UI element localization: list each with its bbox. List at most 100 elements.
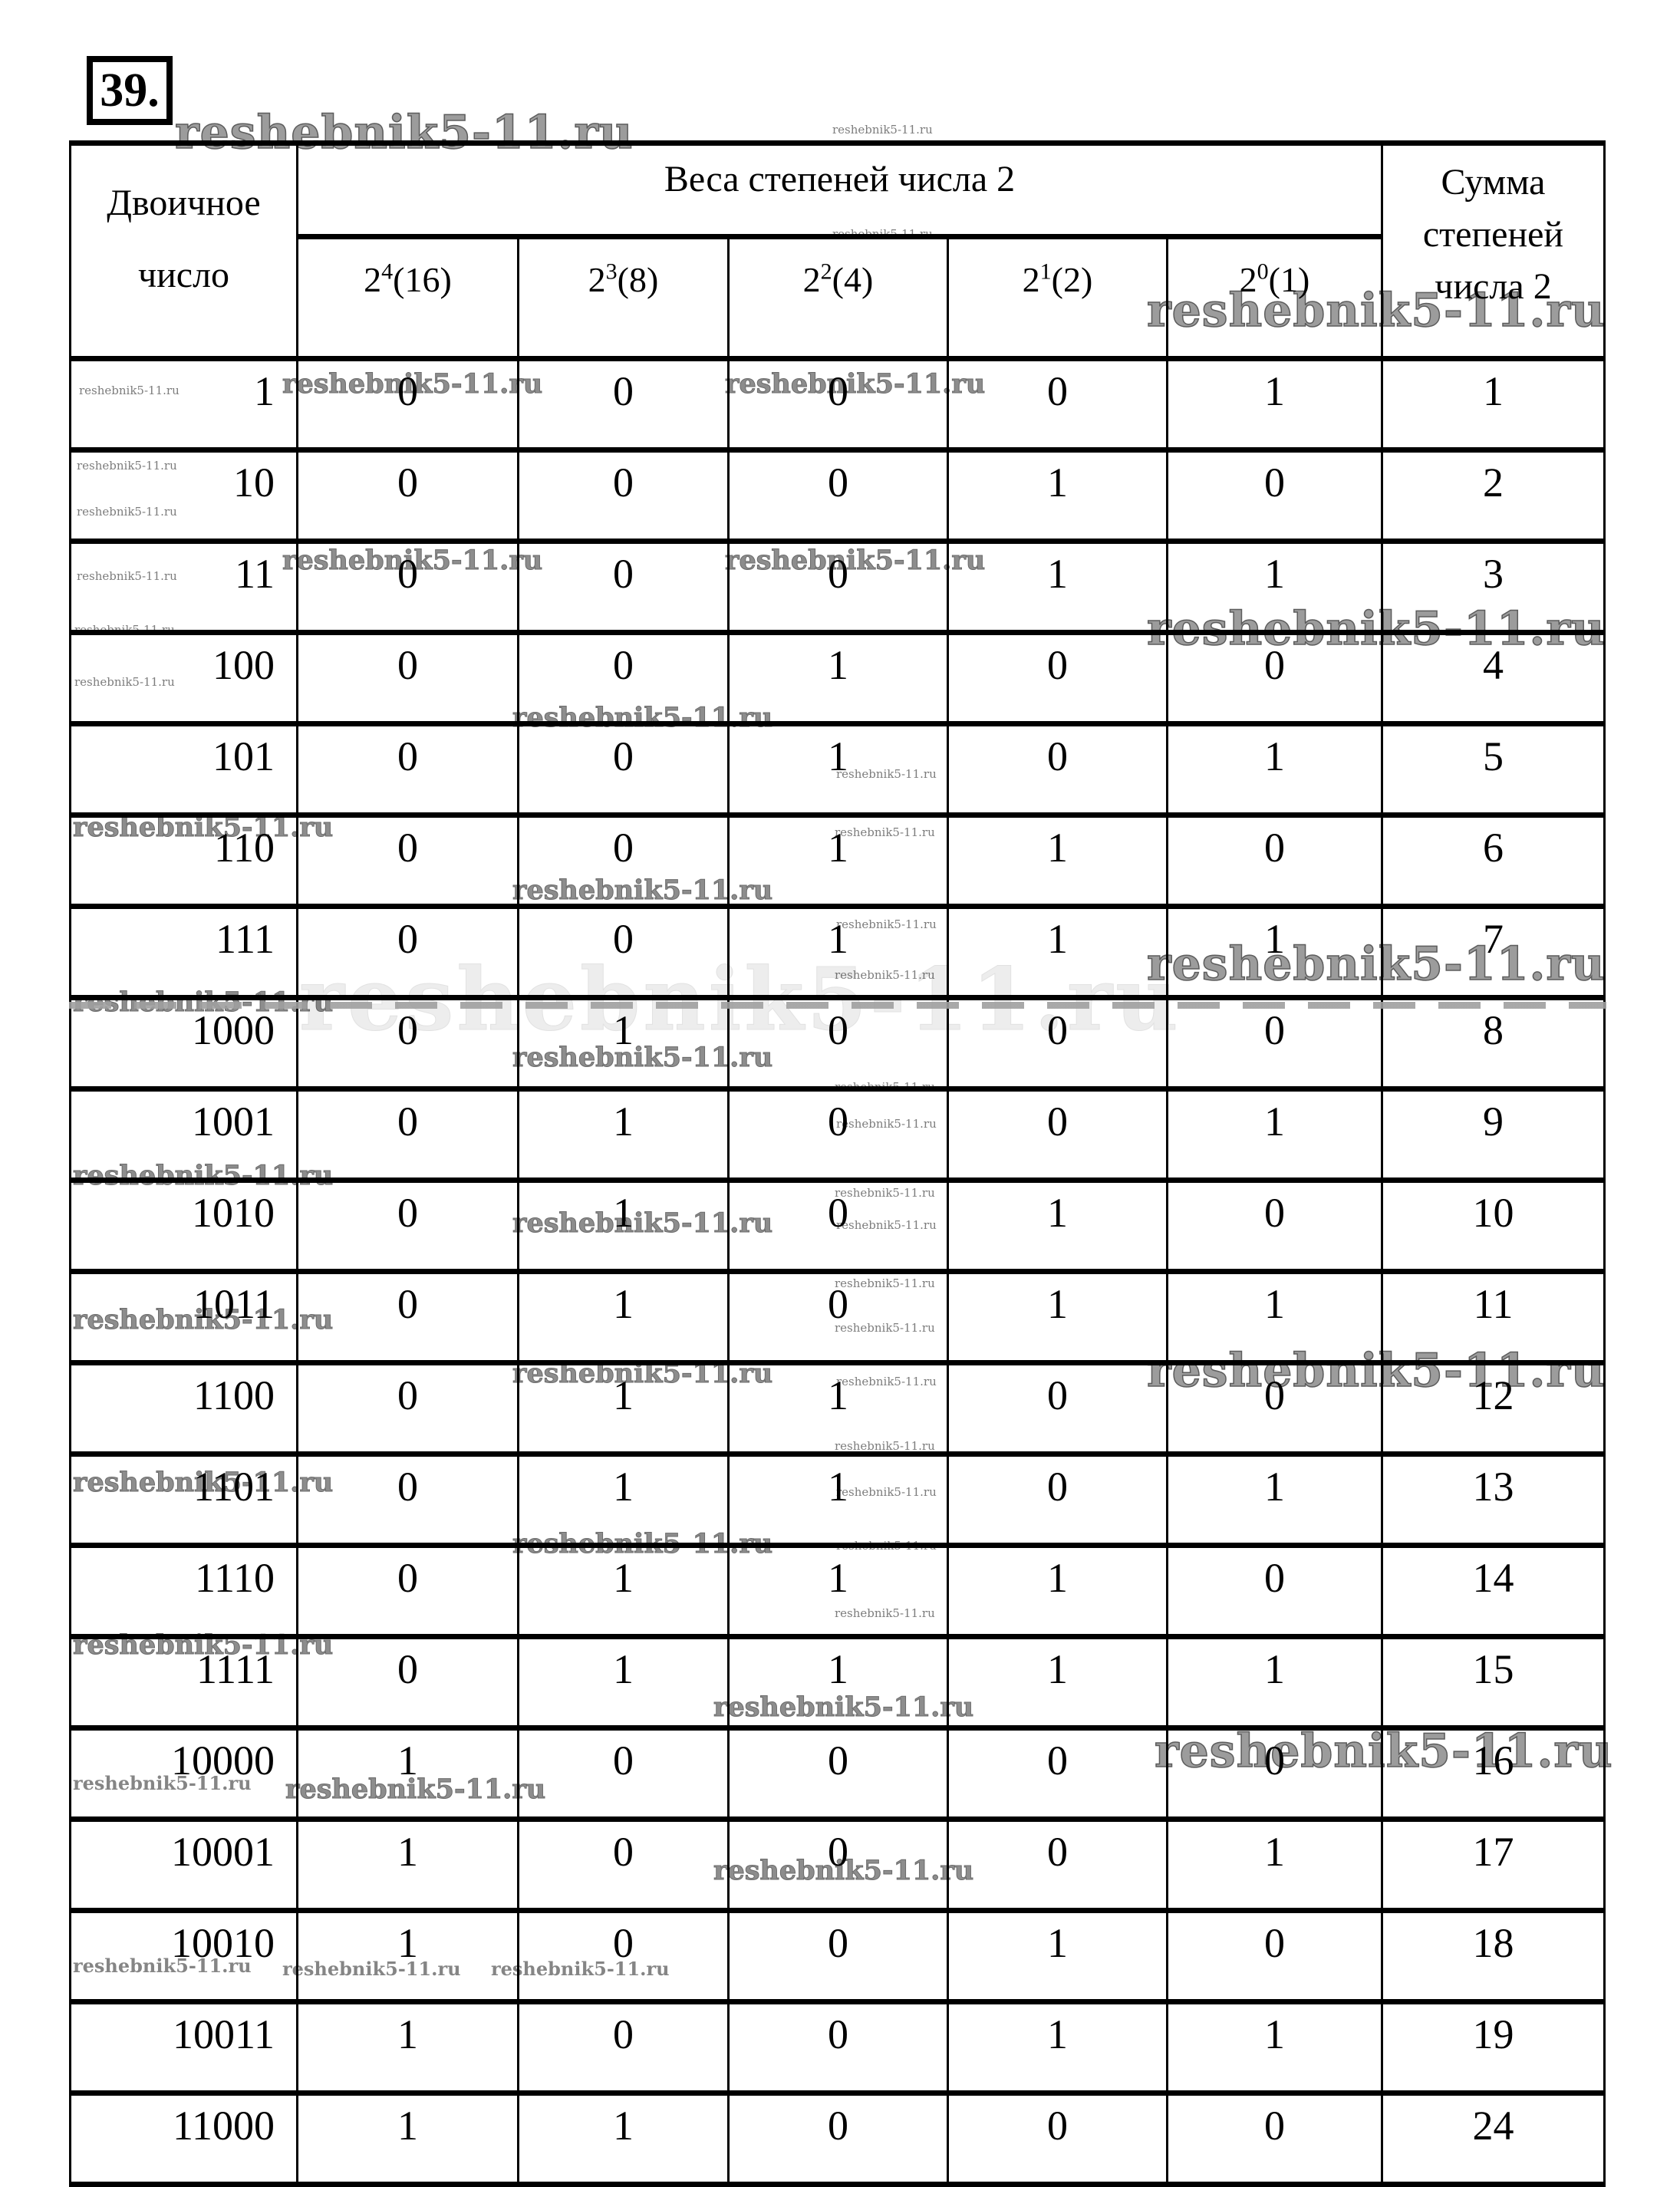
watermark: reshebnik5-11.ru	[836, 1218, 937, 1232]
bit-cell: 0	[727, 1269, 949, 1365]
bit-cell: 0	[296, 1451, 519, 1548]
bit-cell: 1	[1166, 539, 1383, 635]
table-row: 101 0 0 1 0 1 5	[69, 721, 1606, 818]
watermark: reshebnik5-11.ru	[1146, 601, 1606, 657]
watermark: reshebnik5-11.ru	[77, 459, 177, 473]
binary-value-cell: 110	[69, 812, 298, 909]
watermark: reshebnik5-11.ru	[835, 1276, 935, 1290]
bit-cell: 1	[517, 2090, 730, 2187]
bit-cell: 0	[296, 356, 519, 453]
damaged-border-overlay	[69, 1002, 1606, 1009]
bit-cell: 1	[947, 812, 1168, 909]
bit-cell: 0	[947, 2090, 1168, 2187]
sum-value-cell: 6	[1381, 812, 1606, 909]
col-header-weights-group: Веса степеней числа 2	[296, 140, 1383, 239]
table-row: 10000 1 0 0 0 0 16	[69, 1725, 1606, 1822]
table-row: 10 0 0 0 1 0 2	[69, 447, 1606, 544]
watermark: reshebnik5-11.ru	[282, 545, 543, 577]
binary-value-cell: 1101	[69, 1451, 298, 1548]
bit-cell: 0	[296, 1360, 519, 1457]
bit-cell: 1	[947, 1999, 1168, 2096]
bit-cell: 0	[1166, 1725, 1383, 1822]
watermark: reshebnik5-11.ru	[835, 825, 935, 839]
bit-cell: 0	[727, 1816, 949, 1913]
sum-value-cell: 14	[1381, 1543, 1606, 1639]
bit-cell: 1	[727, 1451, 949, 1548]
problem-number-box: 39.	[87, 56, 173, 125]
watermark: reshebnik5-11.ru	[512, 1528, 773, 1560]
watermark: reshebnik5-11.ru	[713, 1855, 974, 1887]
watermark: reshebnik5-11.ru	[512, 1358, 773, 1390]
binary-value-cell: 1110	[69, 1543, 298, 1639]
watermark: reshebnik5-11.ru	[174, 105, 634, 160]
bit-cell: 0	[947, 1451, 1168, 1548]
bit-cell: 0	[296, 539, 519, 635]
watermark: reshebnik5-11.ru	[713, 1691, 974, 1724]
table-row: 10011 1 0 0 1 1 19	[69, 1999, 1606, 2096]
watermark: reshebnik5-11.ru	[724, 368, 986, 400]
sum-value-cell: 1	[1381, 356, 1606, 453]
bit-cell: 0	[296, 812, 519, 909]
bit-cell: 1	[517, 995, 730, 1092]
watermark: reshebnik5-11.ru	[836, 917, 937, 931]
sum-value-cell: 24	[1381, 2090, 1606, 2187]
watermark: reshebnik5-11.ru	[491, 1958, 670, 1980]
bit-cell: 0	[947, 1816, 1168, 1913]
bit-cell: 0	[517, 721, 730, 818]
bit-cell: 0	[727, 1725, 949, 1822]
binary-value-cell: 10011	[69, 1999, 298, 2096]
bit-cell: 1	[727, 721, 949, 818]
bit-cell: 1	[517, 1269, 730, 1365]
bit-cell: 0	[1166, 995, 1383, 1092]
binary-value-cell: 11	[69, 539, 298, 635]
watermark: reshebnik5-11.ru	[74, 675, 175, 689]
bit-cell: 0	[1166, 812, 1383, 909]
header-row-weights: 24(16) 23(8) 22(4) 21(2) 20(1)	[71, 234, 1605, 361]
sum-value-cell: 11	[1381, 1269, 1606, 1365]
bit-cell: 1	[947, 539, 1168, 635]
table-row: 100 0 0 1 0 0 4	[69, 630, 1606, 726]
bit-cell: 0	[517, 904, 730, 1000]
watermark: reshebnik5-11.ru	[73, 1772, 252, 1794]
bit-cell: 0	[517, 539, 730, 635]
bit-cell: 0	[727, 447, 949, 544]
bit-cell: 1	[1166, 1269, 1383, 1365]
col-header-sum: Сумма степеней числа 2	[1381, 140, 1606, 361]
sum-value-cell: 10	[1381, 1177, 1606, 1274]
table-row: 1001 0 1 0 0 1 9	[69, 1086, 1606, 1183]
sum-value-cell: 15	[1381, 1634, 1606, 1731]
watermark: reshebnik5-11.ru	[1146, 937, 1606, 992]
watermark: reshebnik5-11.ru	[835, 1321, 935, 1335]
watermark: reshebnik5-11.ru	[72, 812, 334, 844]
bit-cell: 1	[947, 1177, 1168, 1274]
bit-cell: 1	[1166, 1086, 1383, 1183]
sum-value-cell: 8	[1381, 995, 1606, 1092]
weight-col-header-2pow3: 23(8)	[517, 234, 730, 361]
table-row: 11000 1 1 0 0 0 24	[69, 2090, 1606, 2187]
table-row: 1100 0 1 1 0 0 12	[69, 1360, 1606, 1457]
watermark: reshebnik5-11.ru	[836, 1375, 937, 1388]
watermark: reshebnik5-11.ru	[835, 968, 935, 982]
bit-cell: 0	[517, 1908, 730, 2004]
watermark: reshebnik5-11.ru	[512, 1042, 773, 1074]
bit-cell: 1	[296, 1816, 519, 1913]
bit-cell: 0	[727, 539, 949, 635]
bit-cell: 0	[727, 1999, 949, 2096]
watermark: reshebnik5-11.ru	[282, 1958, 461, 1980]
bit-cell: 1	[727, 1634, 949, 1731]
bit-cell: 0	[1166, 2090, 1383, 2187]
binary-value-cell: 1000	[69, 995, 298, 1092]
bit-cell: 0	[727, 1086, 949, 1183]
sum-value-cell: 7	[1381, 904, 1606, 1000]
bit-cell: 0	[947, 1086, 1168, 1183]
watermark: reshebnik5-11.ru	[832, 227, 933, 241]
binary-value-cell: 100	[69, 630, 298, 726]
bit-cell: 1	[727, 812, 949, 909]
watermark: reshebnik5-11.ru	[835, 1606, 935, 1620]
bit-cell: 1	[517, 1360, 730, 1457]
bit-cell: 1	[517, 1543, 730, 1639]
bit-cell: 0	[517, 356, 730, 453]
weight-col-header-2pow4: 24(16)	[296, 234, 519, 361]
binary-value-cell: 1001	[69, 1086, 298, 1183]
bit-cell: 1	[1166, 1816, 1383, 1913]
